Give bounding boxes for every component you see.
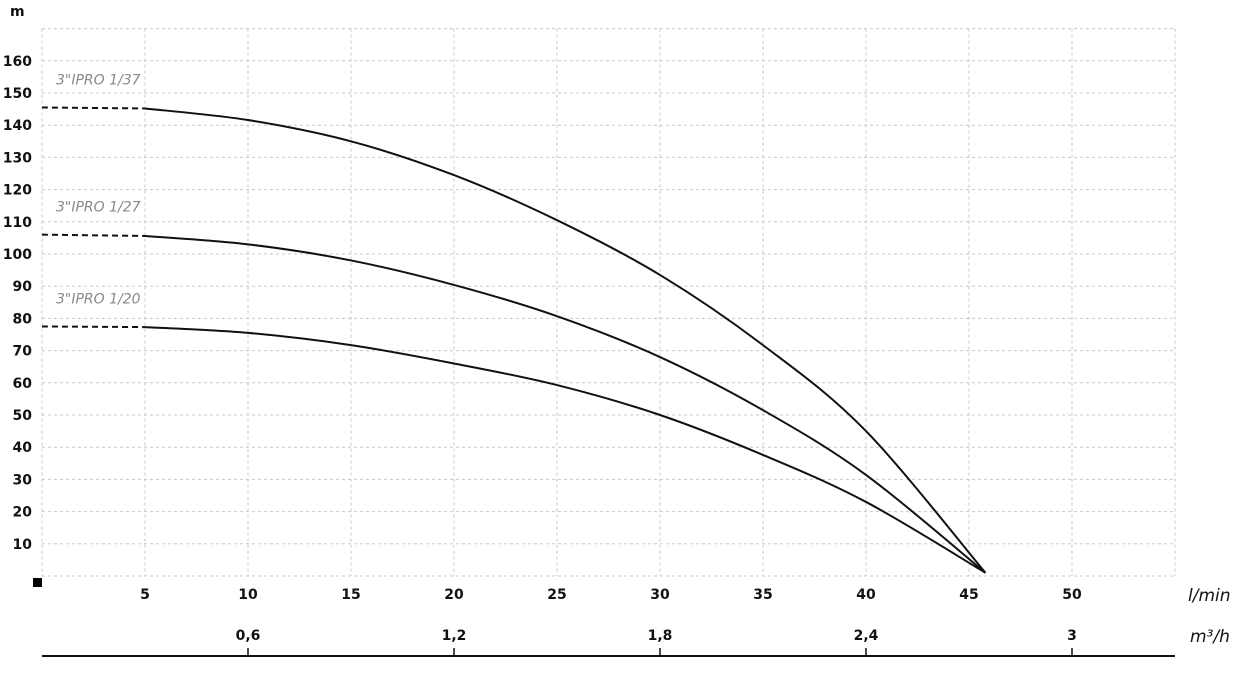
y-tick-label: 110	[3, 215, 32, 231]
series-label: 3"IPRO 1/20	[56, 291, 141, 307]
series-label: 3"IPRO 1/37	[56, 72, 141, 88]
x-tick-label: 20	[444, 587, 464, 603]
curve-dashed-segment	[41, 233, 146, 237]
y-tick-label: 140	[3, 118, 32, 134]
y-tick-label: 100	[3, 247, 32, 263]
y-tick-label: 50	[13, 408, 33, 424]
y-tick-label: 10	[13, 537, 33, 553]
y-tick-label: 150	[3, 86, 32, 102]
grid	[41, 28, 1176, 577]
y-tick-label: 120	[3, 183, 32, 199]
y-tick-label: 130	[3, 150, 32, 166]
y-tick-label: 60	[13, 376, 33, 392]
curve-dashed-segment	[41, 106, 146, 110]
y-axis-label: m	[10, 4, 25, 20]
y-tick-label: 90	[13, 279, 33, 295]
curve-dashed-segment	[41, 325, 146, 329]
y-tick-label: 30	[13, 472, 33, 488]
x-tick-label: 40	[856, 587, 876, 603]
x-tick-label: 50	[1062, 587, 1082, 603]
x-tick-label: 30	[650, 587, 670, 603]
x-axis-label: l/min	[1188, 586, 1231, 606]
curve-series	[144, 326, 986, 574]
x2-tick-label: 1,8	[648, 628, 673, 644]
origin-marker	[33, 578, 42, 587]
y-tick-label: 160	[3, 54, 32, 70]
x-tick-label: 10	[238, 587, 258, 603]
x2-axis-label: m³/h	[1190, 627, 1230, 647]
y-tick-label: 40	[13, 440, 33, 456]
series-label: 3"IPRO 1/27	[56, 200, 141, 216]
curves	[41, 106, 987, 574]
x2-tick-label: 2,4	[854, 628, 879, 644]
x2-tick-label: 3	[1067, 628, 1077, 644]
curve-series	[144, 107, 987, 574]
x-tick-label: 15	[341, 587, 360, 603]
x2-tick-label: 1,2	[442, 628, 467, 644]
x-tick-label: 35	[753, 587, 772, 603]
x-tick-label: 25	[547, 587, 566, 603]
y-tick-label: 20	[13, 505, 33, 521]
x-tick-label: 5	[140, 587, 150, 603]
labels: 10 20 30 40 50 60 70 80 90 100 110 120 130 140 150 160 5…	[3, 54, 1082, 656]
x2-tick-label: 0,6	[236, 628, 261, 644]
x-tick-label: 45	[959, 587, 978, 603]
y-tick-label: 80	[13, 311, 33, 327]
curve-series	[144, 234, 987, 574]
y-tick-label: 70	[13, 344, 33, 360]
